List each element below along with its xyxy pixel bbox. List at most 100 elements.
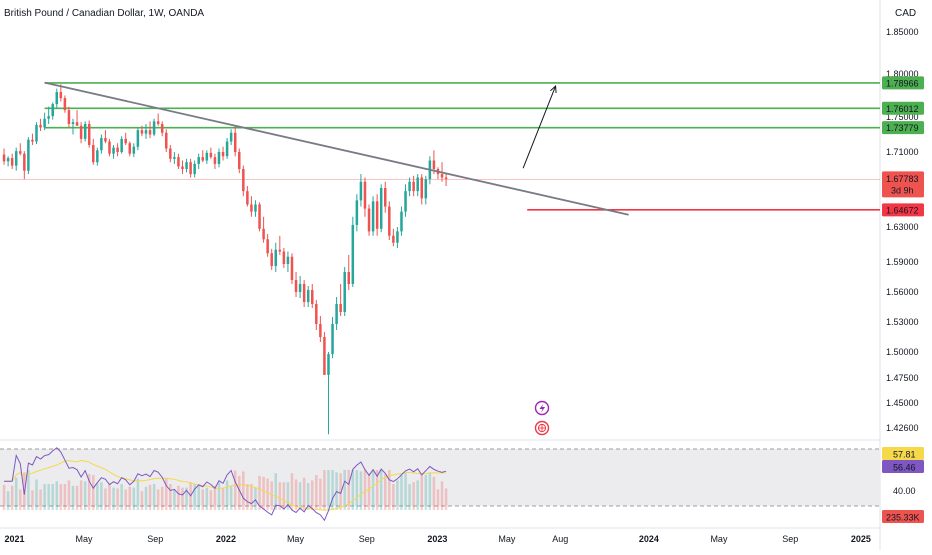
candle-body[interactable] [375,201,379,229]
candle-body[interactable] [152,121,156,135]
candle-body[interactable] [266,239,269,254]
candle-body[interactable] [396,231,399,243]
candle-body[interactable] [424,179,428,199]
candle-body[interactable] [225,141,229,157]
candle-body[interactable] [359,181,363,201]
candles[interactable] [2,84,448,435]
candle-body[interactable] [31,139,34,142]
candle-body[interactable] [246,191,249,205]
candle-body[interactable] [412,181,415,192]
candle-body[interactable] [379,188,383,229]
candle-body[interactable] [278,249,282,252]
candle-body[interactable] [331,324,334,355]
candle-body[interactable] [339,304,342,312]
candle-body[interactable] [181,166,184,169]
candle-body[interactable] [420,177,424,199]
candle-body[interactable] [104,138,107,142]
drawing-tools[interactable] [44,81,629,216]
candle-body[interactable] [274,249,278,266]
candle-body[interactable] [242,169,245,192]
candle-body[interactable] [19,151,22,154]
candle-body[interactable] [35,124,38,142]
candle-body[interactable] [71,122,75,124]
candle-body[interactable] [136,130,140,147]
candle-body[interactable] [217,152,221,164]
candle-body[interactable] [128,143,132,154]
candle-body[interactable] [306,290,310,302]
earnings-lightning-icon[interactable] [534,400,550,416]
candle-body[interactable] [388,206,391,236]
candle-body[interactable] [185,162,188,169]
candle-body[interactable] [347,272,351,284]
candle-body[interactable] [2,154,6,162]
candle-body[interactable] [233,132,237,152]
candle-body[interactable] [262,228,265,240]
candle-body[interactable] [6,157,10,162]
candle-body[interactable] [298,284,302,292]
candle-body[interactable] [177,157,180,167]
candle-body[interactable] [23,153,26,171]
candle-body[interactable] [14,151,18,166]
candle-body[interactable] [400,211,403,232]
drawing-layer[interactable] [0,82,880,211]
candle-body[interactable] [351,224,355,284]
candle-body[interactable] [75,122,79,126]
candle-body[interactable] [197,157,200,164]
candle-body[interactable] [327,354,330,375]
candle-body[interactable] [383,188,387,207]
candle-body[interactable] [67,110,71,124]
candle-body[interactable] [47,116,50,119]
candle-body[interactable] [392,235,395,243]
time-axis[interactable]: 2021 May Sep 2022 May Sep 2023 May Aug 2024 May Sep… [4,534,870,544]
candle-body[interactable] [205,152,209,161]
candle-body[interactable] [213,157,217,164]
candle-body[interactable] [108,141,111,154]
candle-body[interactable] [10,157,14,166]
candle-body[interactable] [286,256,290,264]
candle-body[interactable] [51,104,54,117]
candle-body[interactable] [112,147,115,154]
candle-body[interactable] [254,204,257,212]
economic-event-globe-icon[interactable] [534,420,550,436]
candle-body[interactable] [221,152,225,157]
candle-body[interactable] [444,177,448,180]
candle-body[interactable] [59,92,63,99]
candle-body[interactable] [408,181,411,192]
candle-body[interactable] [83,124,87,139]
candle-body[interactable] [160,124,164,133]
candle-body[interactable] [258,204,261,229]
candle-body[interactable] [79,125,83,139]
candle-body[interactable] [319,324,322,337]
candle-body[interactable] [169,148,172,159]
candle-body[interactable] [120,138,123,152]
candle-body[interactable] [156,121,160,124]
candle-body[interactable] [116,147,119,152]
candle-body[interactable] [371,201,375,232]
candle-body[interactable] [323,337,326,375]
candle-body[interactable] [201,157,205,161]
candle-body[interactable] [124,138,127,144]
candle-body[interactable] [367,208,371,232]
candle-body[interactable] [270,253,273,266]
candle-body[interactable] [87,124,91,145]
candle-body[interactable] [440,174,444,178]
candle-body[interactable] [282,251,286,265]
candle-body[interactable] [302,284,306,302]
candle-body[interactable] [193,163,196,175]
candle-body[interactable] [140,130,144,134]
candle-body[interactable] [144,130,148,134]
candle-body[interactable] [229,132,233,142]
candle-body[interactable] [335,304,338,324]
candle-body[interactable] [43,118,46,128]
candle-body[interactable] [343,272,346,312]
candle-body[interactable] [189,162,192,175]
candle-body[interactable] [311,290,314,304]
candle-body[interactable] [315,304,318,324]
candle-body[interactable] [432,160,436,170]
candle-body[interactable] [27,139,30,171]
candle-body[interactable] [92,145,95,163]
candle-body[interactable] [363,181,367,209]
candle-body[interactable] [132,146,136,154]
candle-body[interactable] [165,132,168,149]
